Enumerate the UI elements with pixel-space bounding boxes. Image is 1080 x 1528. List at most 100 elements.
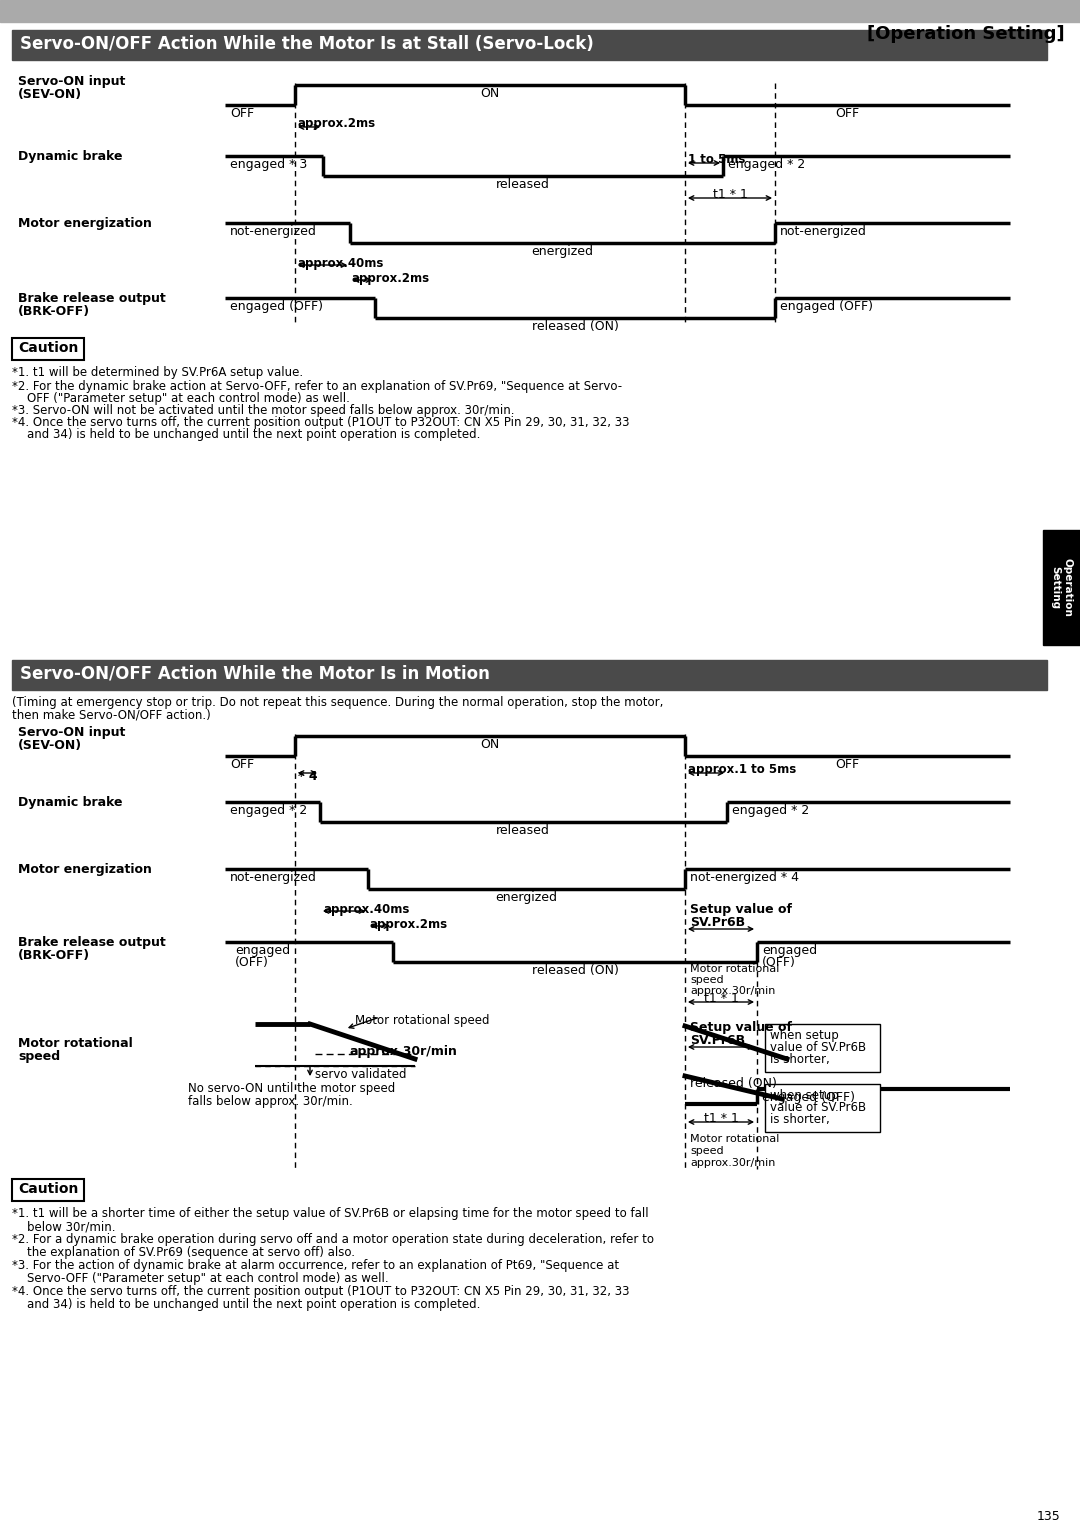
Text: Motor rotational: Motor rotational: [18, 1038, 133, 1050]
Text: not-energized * 4: not-energized * 4: [690, 871, 799, 885]
Text: Operation
Setting: Operation Setting: [1051, 558, 1072, 617]
Text: t1 * 1: t1 * 1: [703, 1112, 739, 1125]
Text: approx.40ms: approx.40ms: [298, 257, 384, 270]
Text: approx.1 to 5ms: approx.1 to 5ms: [688, 762, 796, 776]
Text: is shorter,: is shorter,: [770, 1053, 829, 1067]
Text: released (ON): released (ON): [531, 319, 619, 333]
Text: Servo-ON/OFF Action While the Motor Is at Stall (Servo-Lock): Servo-ON/OFF Action While the Motor Is a…: [21, 35, 594, 53]
Text: OFF: OFF: [835, 107, 859, 121]
Bar: [12, 31, 1047, 60]
Text: and 34) is held to be unchanged until the next point operation is completed.: and 34) is held to be unchanged until th…: [12, 1297, 481, 1311]
Bar: [0, 0, 1080, 21]
Text: (OFF): (OFF): [235, 957, 269, 969]
Text: SV.Pr6B: SV.Pr6B: [690, 915, 745, 929]
Text: not-energized: not-energized: [780, 225, 867, 238]
Text: released (ON): released (ON): [531, 964, 619, 976]
Text: OFF ("Parameter setup" at each control mode) as well.: OFF ("Parameter setup" at each control m…: [12, 393, 350, 405]
Text: then make Servo-ON/OFF action.): then make Servo-ON/OFF action.): [12, 709, 211, 723]
Text: Servo-ON/OFF Action While the Motor Is in Motion: Servo-ON/OFF Action While the Motor Is i…: [21, 665, 490, 683]
Text: Servo-ON input: Servo-ON input: [18, 726, 125, 740]
Text: energized: energized: [495, 891, 557, 905]
Text: engaged * 2: engaged * 2: [732, 804, 809, 817]
Text: (OFF): (OFF): [762, 957, 796, 969]
Text: Motor energization: Motor energization: [18, 863, 152, 876]
Text: engaged (OFF): engaged (OFF): [780, 299, 873, 313]
Text: the explanation of SV.Pr69 (sequence at servo off) also.: the explanation of SV.Pr69 (sequence at …: [12, 1245, 355, 1259]
Text: Motor rotational: Motor rotational: [690, 964, 780, 973]
Text: engaged: engaged: [762, 944, 818, 957]
Text: engaged * 2: engaged * 2: [728, 157, 806, 171]
Text: speed: speed: [690, 975, 724, 986]
Text: Dynamic brake: Dynamic brake: [18, 150, 122, 163]
Text: t1 * 1: t1 * 1: [713, 188, 747, 202]
Text: *3. For the action of dynamic brake at alarm occurrence, refer to an explanation: *3. For the action of dynamic brake at a…: [12, 1259, 619, 1271]
Text: *2. For a dynamic brake operation during servo off and a motor operation state d: *2. For a dynamic brake operation during…: [12, 1233, 654, 1245]
Text: approx.30r/min: approx.30r/min: [690, 986, 775, 996]
Text: Motor rotational: Motor rotational: [690, 1134, 780, 1144]
Text: ON: ON: [481, 738, 500, 750]
Bar: [12, 660, 1047, 691]
Bar: [1043, 530, 1080, 645]
Text: Brake release output: Brake release output: [18, 937, 165, 949]
Text: not-energized: not-energized: [230, 225, 316, 238]
Text: Motor rotational speed: Motor rotational speed: [355, 1015, 489, 1027]
Text: released: released: [496, 177, 550, 191]
Text: * 4: * 4: [298, 770, 318, 782]
Text: when setup: when setup: [770, 1089, 839, 1102]
Text: approx.30r/min: approx.30r/min: [690, 1158, 775, 1167]
Text: engaged * 2: engaged * 2: [230, 804, 307, 817]
Text: Servo-OFF ("Parameter setup" at each control mode) as well.: Servo-OFF ("Parameter setup" at each con…: [12, 1271, 389, 1285]
Text: *1. t1 will be determined by SV.Pr6A setup value.: *1. t1 will be determined by SV.Pr6A set…: [12, 367, 303, 379]
Text: released: released: [496, 824, 550, 837]
Text: (BRK-OFF): (BRK-OFF): [18, 949, 90, 963]
Text: engaged: engaged: [235, 944, 291, 957]
Text: is shorter,: is shorter,: [770, 1112, 829, 1126]
Text: approx.40ms: approx.40ms: [323, 903, 409, 915]
Text: [Operation Setting]: [Operation Setting]: [867, 24, 1065, 43]
Text: SV.Pr6B: SV.Pr6B: [690, 1034, 745, 1047]
Text: servo validated: servo validated: [315, 1068, 406, 1080]
Text: No servo-ON until the motor speed: No servo-ON until the motor speed: [188, 1082, 395, 1096]
Text: when setup: when setup: [770, 1028, 839, 1042]
Text: *3. Servo-ON will not be activated until the motor speed falls below approx. 30r: *3. Servo-ON will not be activated until…: [12, 403, 514, 417]
Text: approx.2ms: approx.2ms: [297, 118, 375, 130]
Text: 1 to 5ms: 1 to 5ms: [688, 153, 745, 167]
Text: speed: speed: [690, 1146, 724, 1157]
Text: (SEV-ON): (SEV-ON): [18, 740, 82, 752]
Text: (Timing at emergency stop or trip. Do not repeat this sequence. During the norma: (Timing at emergency stop or trip. Do no…: [12, 695, 663, 709]
Text: *1. t1 will be a shorter time of either the setup value of SV.Pr6B or elapsing t: *1. t1 will be a shorter time of either …: [12, 1207, 649, 1219]
Text: released (ON): released (ON): [690, 1077, 777, 1089]
Text: *4. Once the servo turns off, the current position output (P1OUT to P32OUT: CN X: *4. Once the servo turns off, the curren…: [12, 1285, 630, 1297]
Text: Brake release output: Brake release output: [18, 292, 165, 306]
Text: t1 * 1: t1 * 1: [703, 992, 739, 1005]
Text: Setup value of: Setup value of: [690, 1021, 792, 1034]
Text: (BRK-OFF): (BRK-OFF): [18, 306, 90, 318]
Text: ON: ON: [481, 87, 500, 99]
Text: value of SV.Pr6B: value of SV.Pr6B: [770, 1041, 866, 1054]
Text: 135: 135: [1036, 1510, 1059, 1523]
Bar: [765, 1083, 880, 1132]
Text: OFF: OFF: [230, 758, 254, 772]
Text: value of SV.Pr6B: value of SV.Pr6B: [770, 1102, 866, 1114]
Text: engaged (OFF): engaged (OFF): [762, 1091, 855, 1105]
Text: Caution: Caution: [17, 1183, 78, 1196]
Text: OFF: OFF: [230, 107, 254, 121]
Text: engaged (OFF): engaged (OFF): [230, 299, 323, 313]
Text: approx.30r/min: approx.30r/min: [350, 1045, 458, 1057]
Bar: [12, 1180, 84, 1201]
Text: approx.2ms: approx.2ms: [370, 918, 448, 931]
Text: falls below approx. 30r/min.: falls below approx. 30r/min.: [188, 1096, 353, 1108]
Text: energized: energized: [531, 244, 593, 258]
Text: not-energized: not-energized: [230, 871, 316, 885]
Text: (SEV-ON): (SEV-ON): [18, 89, 82, 101]
Text: OFF: OFF: [835, 758, 859, 772]
Text: Dynamic brake: Dynamic brake: [18, 796, 122, 808]
Text: Motor energization: Motor energization: [18, 217, 152, 231]
Text: Servo-ON input: Servo-ON input: [18, 75, 125, 89]
Text: speed: speed: [18, 1050, 60, 1063]
Text: Setup value of: Setup value of: [690, 903, 792, 915]
Text: approx.2ms: approx.2ms: [352, 272, 430, 286]
Text: and 34) is held to be unchanged until the next point operation is completed.: and 34) is held to be unchanged until th…: [12, 428, 481, 442]
Text: Caution: Caution: [17, 341, 78, 354]
Bar: [765, 1024, 880, 1073]
